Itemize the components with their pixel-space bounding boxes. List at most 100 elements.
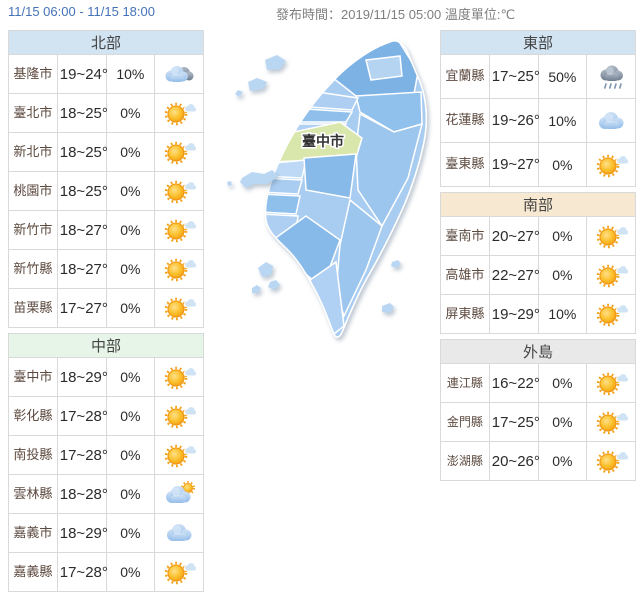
weather-row: 臺南市 20~27° 0% <box>440 216 636 256</box>
left-region-column: 北部 基隆市 19~24° 10% 臺北市 18~25° 0% 新北市 18~25° 0% 桃園市 1… <box>8 30 204 597</box>
taiwan-map[interactable]: 臺中市 <box>210 30 440 348</box>
city-name: 基隆市 <box>8 54 58 94</box>
weather-row: 桃園市 18~25° 0% <box>8 171 204 211</box>
sun-cloud-icon <box>594 223 628 249</box>
rain-probability: 50% <box>537 54 588 99</box>
temp-range: 18~27° <box>56 249 108 289</box>
sun-cloud-icon <box>594 448 628 474</box>
rain-probability: 0% <box>537 363 588 403</box>
temp-range: 18~25° <box>56 132 108 172</box>
temp-range: 17~27° <box>56 288 108 328</box>
sun-cloud-icon <box>594 152 628 178</box>
weather-icon-cell <box>154 249 204 289</box>
rain-probability: 0% <box>105 435 156 475</box>
city-name: 嘉義市 <box>8 513 58 553</box>
city-name: 臺北市 <box>8 93 58 133</box>
right-region-column: 東部 宜蘭縣 17~25° 50% 花蓮縣 19~26° 10% 臺東縣 19~27° 0% 南部… <box>440 30 636 486</box>
weather-row: 南投縣 17~28° 0% <box>8 435 204 475</box>
city-name: 連江縣 <box>440 363 490 403</box>
weather-row: 新竹縣 18~27° 0% <box>8 249 204 289</box>
rain-probability: 0% <box>537 402 588 442</box>
temp-range: 20~27° <box>488 216 540 256</box>
south-region-slot: 南部 臺南市 20~27° 0% 高雄市 22~27° 0% 屏東縣 19~29° 10% <box>440 192 636 334</box>
sun-cloud-icon <box>162 256 196 282</box>
temp-range: 17~25° <box>488 402 540 442</box>
temp-range: 19~24° <box>56 54 108 94</box>
rain-probability: 0% <box>105 288 156 328</box>
weather-icon-cell <box>586 255 636 295</box>
city-name: 新竹縣 <box>8 249 58 289</box>
weather-row: 臺東縣 19~27° 0% <box>440 142 636 187</box>
temp-range: 18~29° <box>56 357 108 397</box>
publish-time-info: 發布時間：2019/11/15 05:00 溫度單位:℃ <box>276 7 516 22</box>
cloud-sun-icon <box>162 481 196 507</box>
city-name: 桃園市 <box>8 171 58 211</box>
weather-row: 金門縣 17~25° 0% <box>440 402 636 442</box>
sun-cloud-icon <box>162 295 196 321</box>
weather-icon-cell <box>154 210 204 250</box>
city-name: 花蓮縣 <box>440 98 490 143</box>
rain-probability: 0% <box>537 142 588 187</box>
weather-row: 雲林縣 18~28° 0% <box>8 474 204 514</box>
weather-icon-cell <box>586 402 636 442</box>
city-name: 屏東縣 <box>440 294 490 334</box>
temp-range: 19~29° <box>488 294 540 334</box>
temp-range: 18~25° <box>56 171 108 211</box>
city-name: 臺南市 <box>440 216 490 256</box>
weather-icon-cell <box>586 54 636 99</box>
rain-probability: 10% <box>537 294 588 334</box>
cloud-icon <box>162 520 196 546</box>
weather-icon-cell <box>586 363 636 403</box>
weather-row: 新北市 18~25° 0% <box>8 132 204 172</box>
temp-range: 17~28° <box>56 552 108 592</box>
sun-cloud-icon <box>594 301 628 327</box>
rain-probability: 0% <box>105 210 156 250</box>
temp-range: 18~29° <box>56 513 108 553</box>
weather-icon-cell <box>154 54 204 94</box>
temp-range: 17~28° <box>56 435 108 475</box>
rain-probability: 0% <box>105 513 156 553</box>
weather-row: 彰化縣 17~28° 0% <box>8 396 204 436</box>
rain-probability: 0% <box>105 132 156 172</box>
weather-icon-cell <box>586 441 636 481</box>
city-name: 苗栗縣 <box>8 288 58 328</box>
weather-row: 苗栗縣 17~27° 0% <box>8 288 204 328</box>
rain-icon <box>594 64 628 90</box>
weather-icon-cell <box>154 513 204 553</box>
sun-cloud-icon <box>162 178 196 204</box>
region-header-east: 東部 <box>440 30 636 55</box>
city-name: 金門縣 <box>440 402 490 442</box>
rain-probability: 0% <box>537 216 588 256</box>
rain-probability: 0% <box>105 396 156 436</box>
weather-icon-cell <box>586 142 636 187</box>
weather-row: 宜蘭縣 17~25° 50% <box>440 54 636 99</box>
sun-cloud-icon <box>594 370 628 396</box>
islands-region-slot: 外島 連江縣 16~22° 0% 金門縣 17~25° 0% 澎湖縣 20~26° 0% <box>440 339 636 481</box>
temp-range: 16~22° <box>488 363 540 403</box>
offshore-islands[interactable] <box>227 55 401 313</box>
city-name: 宜蘭縣 <box>440 54 490 99</box>
city-name: 嘉義縣 <box>8 552 58 592</box>
region-header-south: 南部 <box>440 192 636 217</box>
weather-icon-cell <box>154 357 204 397</box>
rain-probability: 10% <box>105 54 156 94</box>
weather-row: 嘉義市 18~29° 0% <box>8 513 204 553</box>
rain-probability: 0% <box>105 171 156 211</box>
weather-row: 嘉義縣 17~28° 0% <box>8 552 204 592</box>
weather-row: 基隆市 19~24° 10% <box>8 54 204 94</box>
temp-range: 18~28° <box>56 474 108 514</box>
weather-row: 花蓮縣 19~26° 10% <box>440 98 636 143</box>
sun-cloud-icon <box>162 442 196 468</box>
taiwan-main-island[interactable] <box>260 35 428 338</box>
rain-probability: 0% <box>105 552 156 592</box>
weather-icon-cell <box>154 396 204 436</box>
city-name: 彰化縣 <box>8 396 58 436</box>
temp-range: 17~28° <box>56 396 108 436</box>
weather-icon-cell <box>586 98 636 143</box>
weather-row: 屏東縣 19~29° 10% <box>440 294 636 334</box>
temp-range: 19~26° <box>488 98 540 143</box>
region-header-central: 中部 <box>8 333 204 358</box>
map-label-taichung: 臺中市 <box>302 133 344 149</box>
sun-cloud-icon <box>162 100 196 126</box>
region-header-islands: 外島 <box>440 339 636 364</box>
